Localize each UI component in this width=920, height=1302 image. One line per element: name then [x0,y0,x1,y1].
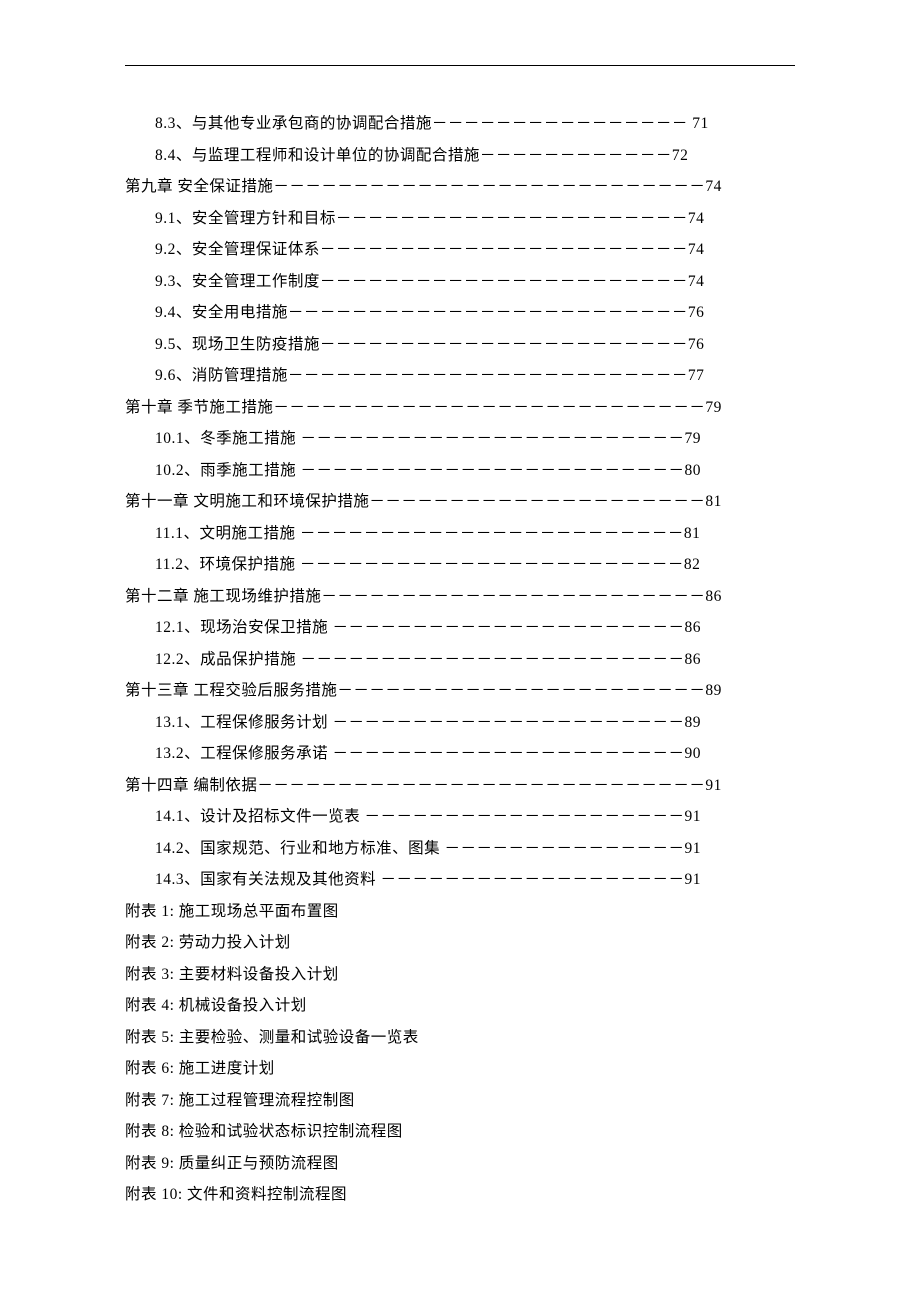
toc-entry: 第十二章 施工现场维护措施－－－－－－－－－－－－－－－－－－－－－－－－86 [125,581,795,613]
toc-entry: 9.2、安全管理保证体系－－－－－－－－－－－－－－－－－－－－－－－74 [125,234,795,266]
toc-entry: 9.3、安全管理工作制度－－－－－－－－－－－－－－－－－－－－－－－74 [125,266,795,298]
toc-entry: 附表 5: 主要检验、测量和试验设备一览表 [125,1022,795,1054]
toc-entry: 13.1、工程保修服务计划 －－－－－－－－－－－－－－－－－－－－－－89 [125,707,795,739]
toc-entry: 第十三章 工程交验后服务措施－－－－－－－－－－－－－－－－－－－－－－－89 [125,675,795,707]
toc-entry: 第十一章 文明施工和环境保护措施－－－－－－－－－－－－－－－－－－－－－81 [125,486,795,518]
header-underline [125,65,795,66]
toc-entry: 8.4、与监理工程师和设计单位的协调配合措施－－－－－－－－－－－－72 [125,140,795,172]
toc-entry: 附表 3: 主要材料设备投入计划 [125,959,795,991]
toc-entry: 9.5、现场卫生防疫措施－－－－－－－－－－－－－－－－－－－－－－－76 [125,329,795,361]
toc-entry: 第十四章 编制依据－－－－－－－－－－－－－－－－－－－－－－－－－－－－91 [125,770,795,802]
toc-entry: 14.3、国家有关法规及其他资料 －－－－－－－－－－－－－－－－－－－91 [125,864,795,896]
toc-entry: 附表 4: 机械设备投入计划 [125,990,795,1022]
toc-entry: 13.2、工程保修服务承诺 －－－－－－－－－－－－－－－－－－－－－－90 [125,738,795,770]
toc-entry: 14.1、设计及招标文件一览表 －－－－－－－－－－－－－－－－－－－－91 [125,801,795,833]
toc-entry: 附表 8: 检验和试验状态标识控制流程图 [125,1116,795,1148]
toc-entry: 10.1、冬季施工措施 －－－－－－－－－－－－－－－－－－－－－－－－79 [125,423,795,455]
toc-entry: 附表 7: 施工过程管理流程控制图 [125,1085,795,1117]
toc-entry: 12.2、成品保护措施 －－－－－－－－－－－－－－－－－－－－－－－－86 [125,644,795,676]
toc-entry: 9.4、安全用电措施－－－－－－－－－－－－－－－－－－－－－－－－－76 [125,297,795,329]
toc-entry: 12.1、现场治安保卫措施 －－－－－－－－－－－－－－－－－－－－－－86 [125,612,795,644]
toc-entry: 第十章 季节施工措施－－－－－－－－－－－－－－－－－－－－－－－－－－－79 [125,392,795,424]
toc-entry: 11.2、环境保护措施 －－－－－－－－－－－－－－－－－－－－－－－－82 [125,549,795,581]
toc-entry: 9.6、消防管理措施－－－－－－－－－－－－－－－－－－－－－－－－－77 [125,360,795,392]
toc-entry: 9.1、安全管理方针和目标－－－－－－－－－－－－－－－－－－－－－－74 [125,203,795,235]
toc-entry: 10.2、雨季施工措施 －－－－－－－－－－－－－－－－－－－－－－－－80 [125,455,795,487]
document-page: 8.3、与其他专业承包商的协调配合措施－－－－－－－－－－－－－－－－ 718.… [0,0,920,1271]
toc-entry: 附表 10: 文件和资料控制流程图 [125,1179,795,1211]
toc-entry: 第九章 安全保证措施－－－－－－－－－－－－－－－－－－－－－－－－－－－74 [125,171,795,203]
toc-entry: 附表 2: 劳动力投入计划 [125,927,795,959]
toc-entry: 14.2、国家规范、行业和地方标准、图集 －－－－－－－－－－－－－－－91 [125,833,795,865]
toc-entry: 11.1、文明施工措施 －－－－－－－－－－－－－－－－－－－－－－－－81 [125,518,795,550]
toc-entry: 附表 1: 施工现场总平面布置图 [125,896,795,928]
toc-entry: 附表 9: 质量纠正与预防流程图 [125,1148,795,1180]
toc-entry: 附表 6: 施工进度计划 [125,1053,795,1085]
toc-entry: 8.3、与其他专业承包商的协调配合措施－－－－－－－－－－－－－－－－ 71 [125,108,795,140]
table-of-contents: 8.3、与其他专业承包商的协调配合措施－－－－－－－－－－－－－－－－ 718.… [125,108,795,1211]
